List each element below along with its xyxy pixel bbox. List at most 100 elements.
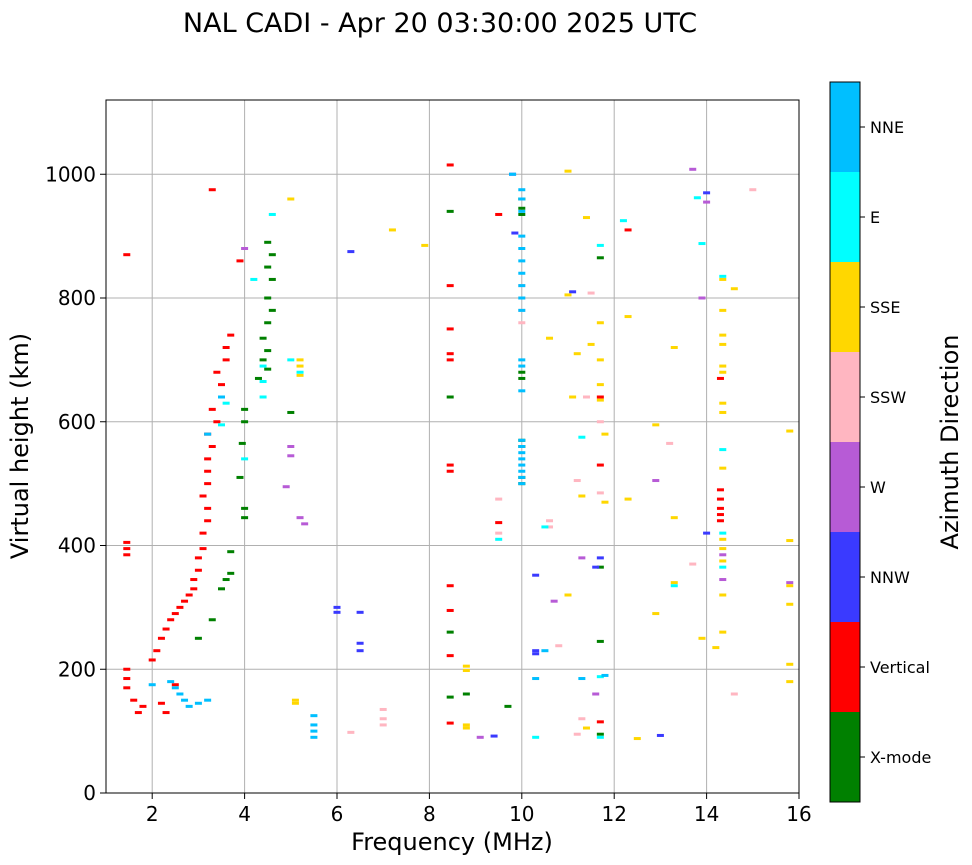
data-point-nnw (532, 573, 540, 577)
data-point-x-mode (227, 550, 235, 554)
data-point-ssw (578, 717, 586, 721)
data-point-sse (291, 701, 299, 705)
data-point-ssw (495, 497, 503, 501)
data-point-sse (291, 698, 299, 702)
data-point-nne (310, 723, 318, 727)
data-point-vertical (446, 352, 454, 356)
data-point-e (619, 219, 627, 223)
data-point-nne (518, 389, 526, 393)
data-point-w (287, 445, 295, 448)
data-point-vertical (495, 212, 503, 216)
data-point-ssw (596, 420, 604, 424)
data-point-nne (518, 438, 526, 442)
data-point-e (670, 584, 678, 588)
data-point-x-mode (222, 578, 230, 582)
data-point-sse (719, 547, 727, 551)
data-point-ssw (573, 479, 581, 483)
data-point-x-mode (518, 376, 526, 380)
data-point-vertical (194, 568, 202, 572)
data-point-sse (719, 308, 727, 312)
data-point-e (287, 358, 295, 362)
data-point-vertical (716, 519, 724, 523)
data-point-e (532, 735, 540, 739)
data-point-nne (171, 686, 179, 690)
data-point-nnw (532, 649, 540, 653)
x-tick-label: 14 (694, 802, 719, 826)
data-point-sse (719, 333, 727, 337)
data-point-vertical (204, 482, 212, 486)
data-point-nne (601, 673, 609, 677)
data-point-nne (218, 395, 225, 399)
data-point-e (495, 537, 503, 541)
x-tick-label: 6 (331, 802, 344, 826)
data-point-nne (518, 475, 526, 479)
data-point-sse (670, 581, 678, 585)
data-point-vertical (446, 327, 454, 331)
data-point-nnw (703, 531, 711, 535)
data-point-vertical (199, 494, 207, 498)
data-point-sse (719, 410, 727, 414)
data-point-nne (518, 188, 526, 192)
colorbar-tick-label: NNW (870, 568, 910, 587)
data-point-nne (148, 683, 156, 687)
colorbar: X-mode Vertical NNW W SSW SSE E NNE (829, 81, 931, 803)
data-point-x-mode (236, 475, 244, 479)
data-point-vertical (171, 683, 179, 687)
data-point-vertical (716, 376, 724, 380)
data-point-vertical (446, 163, 454, 167)
colorbar-tick-label: E (870, 208, 880, 227)
data-point-sse (719, 466, 727, 470)
data-point-nne (518, 451, 526, 455)
data-point-x-mode (446, 209, 454, 213)
data-point-ssw (666, 441, 674, 445)
data-point-ssw (596, 491, 604, 495)
data-point-e (250, 277, 258, 281)
data-point-e (259, 395, 267, 399)
data-point-vertical (199, 531, 207, 535)
data-point-vertical (716, 497, 724, 501)
data-point-x-mode (194, 636, 202, 640)
data-point-nnw (333, 605, 341, 609)
data-point-nne (167, 680, 175, 684)
plot-frame (105, 99, 800, 794)
data-point-ssw (555, 644, 563, 648)
data-point-sse (786, 602, 794, 606)
data-point-x-mode (254, 376, 262, 380)
data-point-vertical (157, 701, 165, 705)
x-tick-label: 12 (601, 802, 626, 826)
data-point-vertical (204, 457, 212, 461)
data-point-w (476, 735, 484, 739)
data-point-x-mode (241, 506, 249, 510)
data-point-ssw (546, 519, 554, 523)
data-point-x-mode (446, 630, 454, 634)
chart-title: NAL CADI - Apr 20 03:30:00 2025 UTC (183, 8, 697, 39)
colorbar-segment (830, 352, 860, 442)
data-point-w (282, 485, 290, 489)
data-point-sse (564, 593, 572, 597)
data-point-sse (719, 401, 727, 405)
data-point-x-mode (264, 240, 272, 244)
data-point-x-mode (208, 618, 216, 622)
data-point-nnw (333, 610, 341, 614)
data-point-vertical (181, 599, 189, 603)
colorbar-segment (830, 172, 860, 262)
data-point-sse (719, 370, 727, 374)
colorbar-tick-label: NNE (870, 118, 904, 137)
data-point-ssw (546, 525, 554, 529)
data-point-ssw (518, 321, 526, 325)
data-point-ssw (495, 531, 503, 535)
data-point-sse (596, 358, 604, 362)
data-point-x-mode (259, 336, 267, 340)
data-point-vertical (596, 395, 604, 399)
y-tick-label: 600 (58, 410, 96, 434)
data-point-sse (564, 293, 572, 297)
data-point-x-mode (446, 395, 454, 399)
data-point-nne (518, 463, 526, 467)
data-point-e (218, 423, 225, 427)
data-point-nne (578, 677, 586, 681)
data-point-nne (310, 729, 318, 733)
data-point-vertical (213, 420, 221, 424)
data-point-e (259, 380, 267, 384)
y-tick-label: 1000 (45, 162, 96, 186)
data-point-sse (421, 243, 429, 247)
